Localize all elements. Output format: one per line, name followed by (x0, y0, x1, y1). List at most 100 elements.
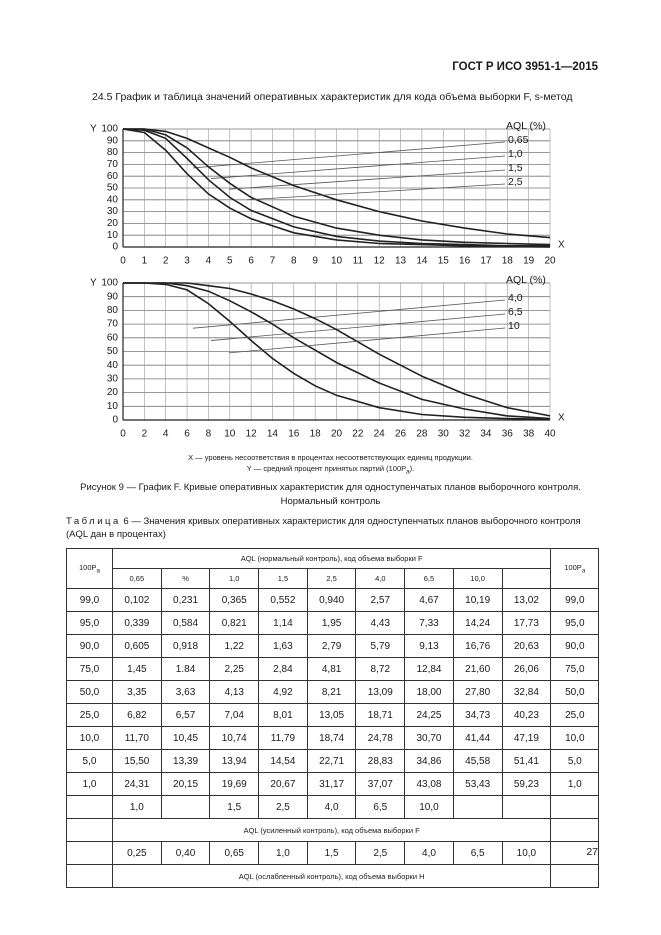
value-cell: 15,50 (112, 749, 162, 773)
curve (123, 128, 551, 246)
value-cell: 22,71 (306, 749, 357, 773)
x-tick-label: 11 (353, 256, 364, 267)
value-cell: 14,54 (258, 749, 308, 773)
x-tick-label: 13 (395, 256, 407, 267)
x-tick-label: 40 (544, 429, 556, 440)
note-x: X — уровень несоответствия в процентах н… (188, 453, 473, 462)
group-row: AQL (усиленный контроль), код объема выб… (66, 818, 600, 842)
aql-cell: 0,65 (209, 841, 260, 865)
legend-title: AQL (%) (506, 274, 546, 286)
value-cell: 0,918 (160, 634, 211, 658)
corner-sub: a (581, 567, 586, 575)
y-tick-label: 0 (112, 242, 118, 253)
corner-text: 100P (78, 562, 97, 572)
aql-cell: 4,0 (404, 841, 454, 865)
legend-label: 2,5 (508, 176, 523, 188)
value-cell: 1,14 (258, 611, 308, 635)
legend-label: 10 (508, 320, 520, 332)
leader-line (210, 313, 506, 341)
group-row: AQL (ослабленный контроль), код объема в… (66, 864, 600, 888)
value-cell: 4,67 (404, 588, 454, 612)
value-cell: 0,231 (160, 588, 211, 612)
figure-caption-2: Нормальный контроль (280, 496, 381, 507)
x-tick-label: 10 (224, 429, 236, 440)
blank-cell (550, 795, 600, 819)
aql-cell: 1,0 (258, 841, 308, 865)
aql-cell: 1,5 (258, 568, 308, 589)
aql-table: 100Pa AQL (нормальный контроль), код объе… (66, 548, 600, 888)
value-cell: 19,69 (209, 772, 260, 796)
value-cell: 5,79 (355, 634, 406, 658)
figure-caption: Рисунок 9 — График F. Кривые оперативных… (80, 482, 581, 493)
aql-row: 1,0 1,5 2,5 4,0 6,5 10,0 (66, 795, 600, 819)
value-cell: 3,63 (160, 680, 211, 704)
aql-cell: 1,5 (209, 795, 260, 819)
value-cell: 51,41 (501, 749, 552, 773)
aql-cell: 4,0 (306, 795, 357, 819)
value-cell: 2,79 (306, 634, 357, 658)
x-tick-label: 22 (352, 429, 364, 440)
x-tick-label: 2 (163, 256, 169, 267)
value-cell: 41,44 (452, 726, 503, 750)
value-cell: 75,0 (550, 657, 600, 681)
x-tick-label: 15 (438, 256, 450, 267)
value-cell: 5,0 (550, 749, 600, 773)
aql-cell: 4,0 (355, 568, 406, 589)
table-label: Таблица (66, 516, 121, 527)
value-cell: 99,0 (66, 588, 113, 612)
aql-cell: 2,5 (258, 795, 308, 819)
blank-cell (550, 864, 600, 888)
table-caption: Таблица 6 — Значения кривых оперативных … (66, 516, 581, 527)
value-cell: 50,0 (66, 680, 113, 704)
value-cell: 59,23 (501, 772, 552, 796)
corner-sub: a (96, 567, 100, 575)
x-tick-label: 8 (291, 256, 297, 267)
x-tick-label: 16 (459, 256, 471, 267)
x-tick-label: 12 (246, 429, 258, 440)
legend-label: 0,65 (508, 134, 529, 146)
value-cell: 25,0 (550, 703, 600, 727)
value-cell: 20,63 (501, 634, 552, 658)
curve (122, 128, 551, 248)
curve (122, 128, 550, 247)
x-tick-label: 18 (310, 429, 322, 440)
value-cell: 90,0 (550, 634, 600, 658)
x-tick-label: 38 (523, 429, 535, 440)
value-cell: 11,79 (258, 726, 308, 750)
value-cell: 16,76 (452, 634, 503, 658)
value-cell: 18,00 (404, 680, 454, 704)
x-tick-label: 4 (206, 256, 212, 267)
blank-cell (66, 841, 113, 865)
y-tick-label: 80 (107, 305, 119, 316)
blank-cell (66, 818, 113, 842)
x-tick-label: 26 (395, 429, 407, 440)
section-title: 24.5 График и таблица значений оперативн… (92, 91, 573, 103)
x-tick-label: 6 (248, 256, 254, 267)
aql-cell: 10,0 (501, 841, 552, 865)
aql-cell: 1,0 (112, 795, 162, 819)
note-y-text: Y — средний процент принятых партий (100… (246, 464, 407, 473)
x-tick-label: 8 (206, 429, 212, 440)
aql-cell: 1,0 (209, 568, 260, 589)
value-cell: 10,45 (160, 726, 211, 750)
y-axis-label: Y (90, 278, 97, 289)
value-cell: 13,09 (355, 680, 406, 704)
note-y: Y — средний процент принятых партий (100… (0, 464, 661, 476)
y-tick-label: 40 (107, 360, 119, 371)
aql-cell (160, 795, 211, 819)
value-cell: 10,74 (209, 726, 260, 750)
value-cell: 11,70 (112, 726, 162, 750)
x-tick-label: 5 (227, 256, 233, 267)
x-tick-label: 24 (374, 429, 386, 440)
value-cell: 20,15 (160, 772, 211, 796)
value-cell: 8,72 (355, 657, 406, 681)
x-tick-label: 14 (416, 256, 428, 267)
value-cell: 30,70 (404, 726, 454, 750)
value-cell: 0,552 (258, 588, 308, 612)
value-cell: 2,84 (258, 657, 308, 681)
x-tick-label: 2 (142, 429, 148, 440)
legend-title: AQL (%) (506, 120, 546, 132)
value-cell: 8,01 (258, 703, 308, 727)
header-row: 100Pa AQL (нормальный контроль), код объе… (66, 548, 600, 589)
